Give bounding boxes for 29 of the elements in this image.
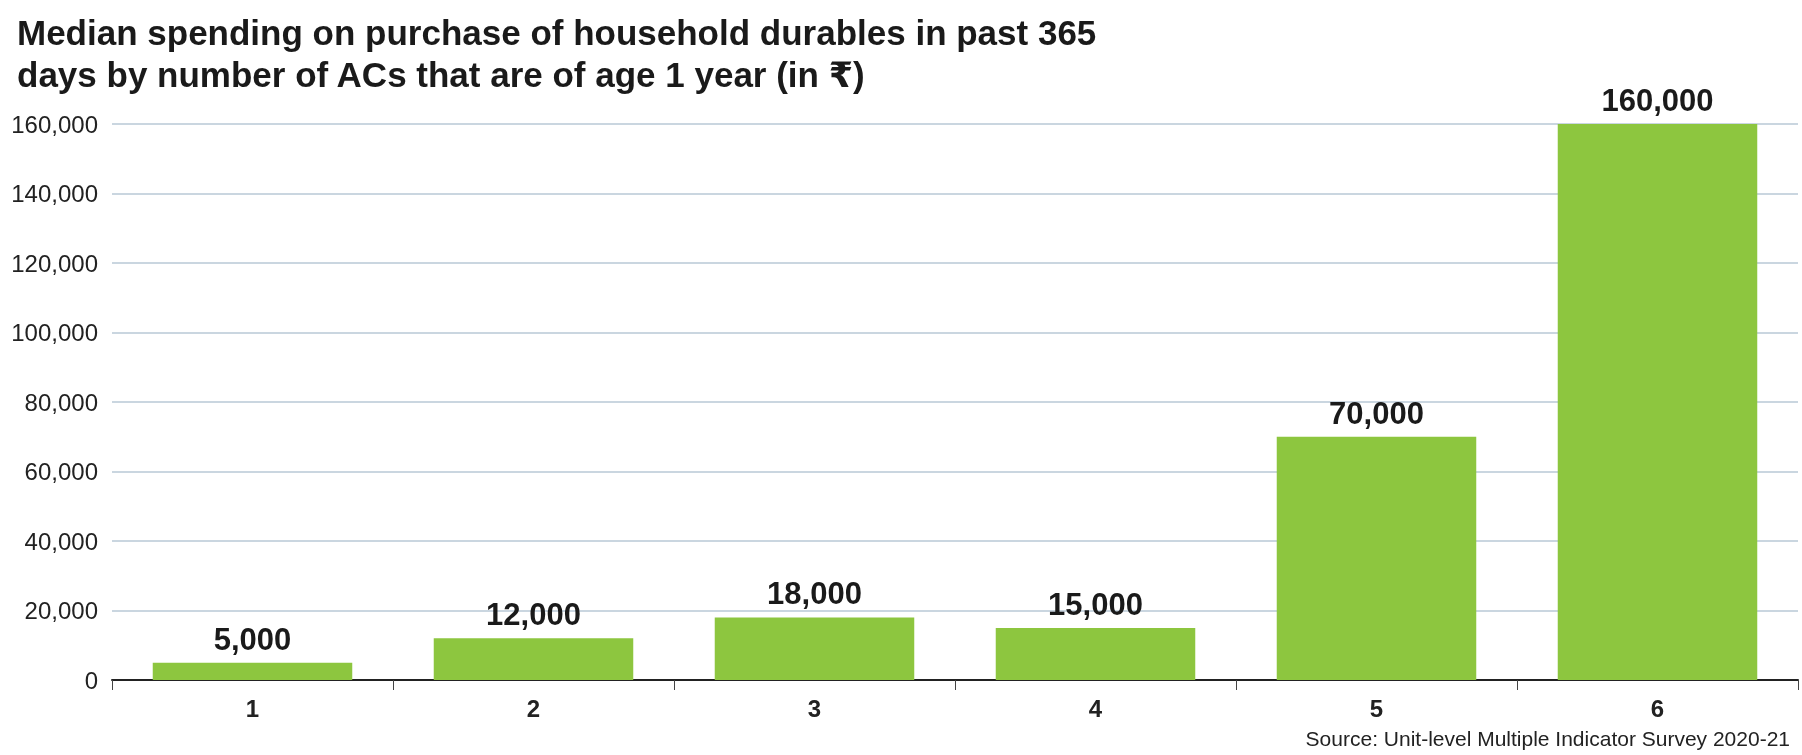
x-tick-label: 3 bbox=[807, 694, 822, 722]
bar bbox=[152, 662, 353, 680]
x-tick-label: 2 bbox=[526, 694, 541, 722]
y-tick-label: 120,000 bbox=[11, 249, 98, 277]
y-tick-label: 20,000 bbox=[24, 597, 98, 624]
x-tick-label: 1 bbox=[245, 694, 260, 722]
data-label: 12,000 bbox=[486, 597, 581, 633]
y-tick-label: 60,000 bbox=[24, 458, 98, 485]
data-label: 15,000 bbox=[1048, 586, 1143, 622]
data-label: 70,000 bbox=[1329, 395, 1424, 431]
y-tick-label: 40,000 bbox=[24, 527, 98, 555]
chart-title: Median spending on purchase of household durables in past 365 days by number of ACs that are of age 1 year (in ₹) bbox=[17, 12, 1107, 94]
y-tick-label: 100,000 bbox=[11, 319, 98, 346]
y-tick-label: 80,000 bbox=[24, 388, 98, 416]
source-note: Source: Unit-level Multiple Indicator Survey 2020-21 bbox=[1305, 727, 1790, 750]
bar bbox=[1557, 124, 1758, 680]
x-tick-label: 5 bbox=[1369, 694, 1384, 722]
y-tick-label: 160,000 bbox=[11, 110, 98, 138]
y-tick-label: 0 bbox=[84, 666, 98, 694]
x-tick-label: 4 bbox=[1088, 694, 1103, 722]
data-label: 160,000 bbox=[1601, 83, 1714, 118]
y-tick-label: 140,000 bbox=[11, 180, 98, 207]
bar bbox=[433, 638, 634, 680]
bar bbox=[1276, 436, 1477, 680]
data-label: 18,000 bbox=[767, 576, 862, 612]
bar bbox=[995, 627, 1196, 680]
x-tick-label: 6 bbox=[1650, 694, 1665, 722]
data-label: 5,000 bbox=[213, 621, 292, 657]
bar bbox=[714, 617, 915, 680]
